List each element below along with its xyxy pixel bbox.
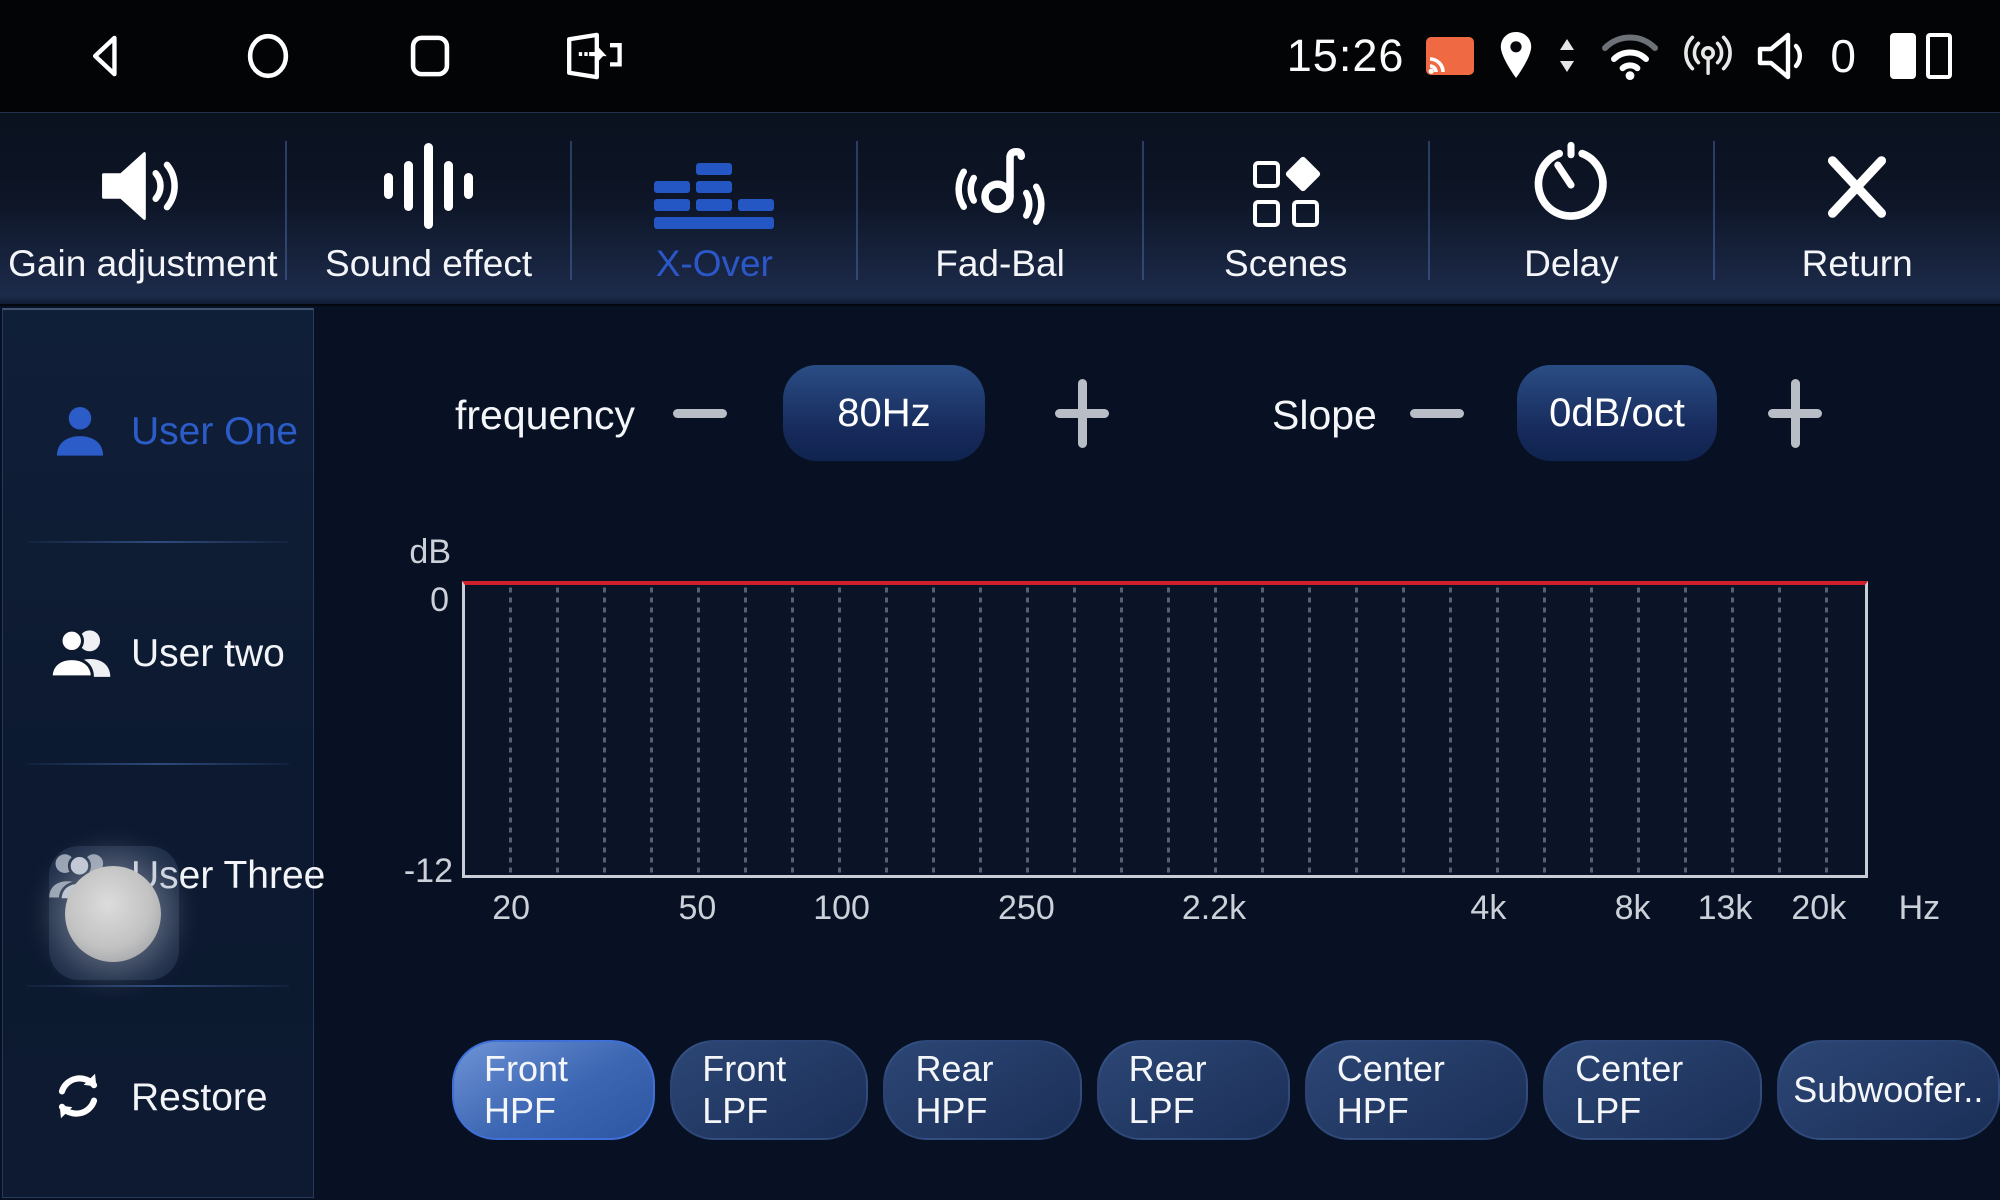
slope-plus-button[interactable] bbox=[1766, 365, 1824, 461]
sidebar-item-user-two[interactable]: User two bbox=[3, 543, 313, 765]
frequency-value[interactable]: 80Hz bbox=[783, 365, 985, 461]
tab-fad-bal[interactable]: Fad-Bal bbox=[856, 113, 1143, 304]
x-tick: 250 bbox=[998, 889, 1055, 927]
user-preset-sidebar: User One User two bbox=[2, 308, 325, 1200]
scenes-grid-icon bbox=[1251, 133, 1322, 229]
crossover-histogram-icon bbox=[654, 133, 775, 229]
channel-subwoofer[interactable]: Subwoofer.. bbox=[1776, 1040, 2000, 1140]
x-tick: 13k bbox=[1697, 889, 1753, 927]
recents-icon bbox=[401, 27, 459, 85]
touch-indicator bbox=[49, 846, 179, 980]
sidebar-item-restore[interactable]: Restore bbox=[3, 987, 313, 1200]
exit-icon bbox=[556, 27, 628, 85]
x-tick: 50 bbox=[678, 889, 717, 927]
x-tick: 20 bbox=[492, 889, 531, 927]
dsp-tab-bar: Gain adjustment Sound effect X-Over bbox=[0, 112, 2000, 306]
x-tick: 2.2k bbox=[1181, 889, 1247, 927]
sidebar-item-label: Restore bbox=[131, 1076, 268, 1119]
tab-scenes[interactable]: Scenes bbox=[1141, 113, 1429, 304]
back-icon bbox=[77, 27, 135, 85]
y-tick-0: 0 bbox=[430, 581, 449, 619]
home-icon bbox=[239, 27, 297, 85]
timer-icon bbox=[1525, 133, 1617, 229]
x-tick: 20k bbox=[1791, 889, 1847, 927]
x-axis-unit: Hz bbox=[1898, 889, 1941, 927]
user-one-icon bbox=[47, 399, 113, 465]
sidebar-divider bbox=[27, 985, 289, 987]
channel-front-hpf[interactable]: Front HPF bbox=[452, 1040, 656, 1140]
sidebar-item-label: User Three bbox=[131, 854, 326, 897]
x-tick: 100 bbox=[813, 889, 870, 927]
tab-return[interactable]: Return bbox=[1713, 113, 2000, 304]
volume-icon bbox=[1754, 28, 1816, 84]
sidebar-item-label: User two bbox=[131, 632, 285, 675]
clock: 15:26 bbox=[1286, 30, 1405, 81]
updown-icon bbox=[1556, 36, 1578, 76]
x-tick: 8k bbox=[1614, 889, 1651, 927]
x-tick: 4k bbox=[1470, 889, 1507, 927]
channel-front-lpf[interactable]: Front LPF bbox=[670, 1040, 869, 1140]
frequency-minus-button[interactable] bbox=[671, 365, 729, 461]
android-nav-buttons bbox=[73, 0, 625, 112]
channel-selector-row: Front HPF Front LPF Rear HPF Rear LPF Ce… bbox=[452, 1040, 2000, 1140]
tab-sound-effect[interactable]: Sound effect bbox=[284, 113, 572, 304]
recents-button[interactable] bbox=[397, 23, 463, 89]
tab-label: X-Over bbox=[655, 242, 773, 284]
wifi-icon bbox=[1598, 31, 1662, 81]
slope-label: Slope bbox=[1272, 392, 1377, 438]
tab-x-over[interactable]: X-Over bbox=[570, 113, 857, 304]
speaker-icon bbox=[95, 133, 191, 229]
panels-icon bbox=[1890, 33, 1952, 79]
volume-level: 0 bbox=[1830, 30, 1856, 82]
close-icon bbox=[1813, 133, 1901, 229]
tab-gain-adjustment[interactable]: Gain adjustment bbox=[0, 113, 286, 304]
status-bar: 15:26 bbox=[0, 0, 2000, 112]
hotspot-icon bbox=[1682, 30, 1734, 82]
frequency-plus-button[interactable] bbox=[1053, 365, 1111, 461]
tab-delay[interactable]: Delay bbox=[1427, 113, 1715, 304]
restore-refresh-icon bbox=[47, 1065, 113, 1131]
crossover-response-chart: dB 0 -12 20 50 100 250 2.2k 4k 8k 13k 20… bbox=[404, 533, 1940, 927]
tab-label: Gain adjustment bbox=[8, 242, 278, 284]
fader-balance-note-icon bbox=[950, 133, 1050, 229]
tab-label: Return bbox=[1801, 242, 1913, 284]
channel-center-hpf[interactable]: Center HPF bbox=[1304, 1040, 1529, 1140]
touch-pointer-dot bbox=[65, 866, 161, 962]
back-button[interactable] bbox=[73, 23, 139, 89]
status-icons: 15:26 bbox=[1287, 0, 1952, 112]
cast-icon bbox=[1424, 34, 1476, 78]
y-tick-minus12: -12 bbox=[403, 852, 453, 890]
tab-label: Delay bbox=[1524, 242, 1619, 284]
channel-center-lpf[interactable]: Center LPF bbox=[1543, 1040, 1762, 1140]
y-axis-unit: dB bbox=[409, 533, 451, 571]
sidebar-item-user-one[interactable]: User One bbox=[3, 321, 313, 543]
exit-screen-button[interactable] bbox=[559, 23, 625, 89]
slope-value[interactable]: 0dB/oct bbox=[1517, 365, 1717, 461]
sidebar-divider bbox=[27, 763, 289, 765]
tab-label: Fad-Bal bbox=[935, 242, 1065, 284]
tab-label: Scenes bbox=[1224, 242, 1348, 284]
location-icon bbox=[1496, 30, 1536, 82]
sidebar-item-label: User One bbox=[131, 410, 298, 453]
sidebar-divider bbox=[27, 541, 289, 543]
slope-minus-button[interactable] bbox=[1408, 365, 1466, 461]
equalizer-bars-icon bbox=[384, 133, 474, 229]
frequency-label: frequency bbox=[455, 392, 636, 438]
user-two-icon bbox=[47, 621, 113, 687]
channel-rear-lpf[interactable]: Rear LPF bbox=[1096, 1040, 1290, 1140]
channel-rear-hpf[interactable]: Rear HPF bbox=[883, 1040, 1082, 1140]
tab-label: Sound effect bbox=[325, 242, 533, 284]
chart-gridlines bbox=[465, 585, 1865, 875]
home-button[interactable] bbox=[235, 23, 301, 89]
